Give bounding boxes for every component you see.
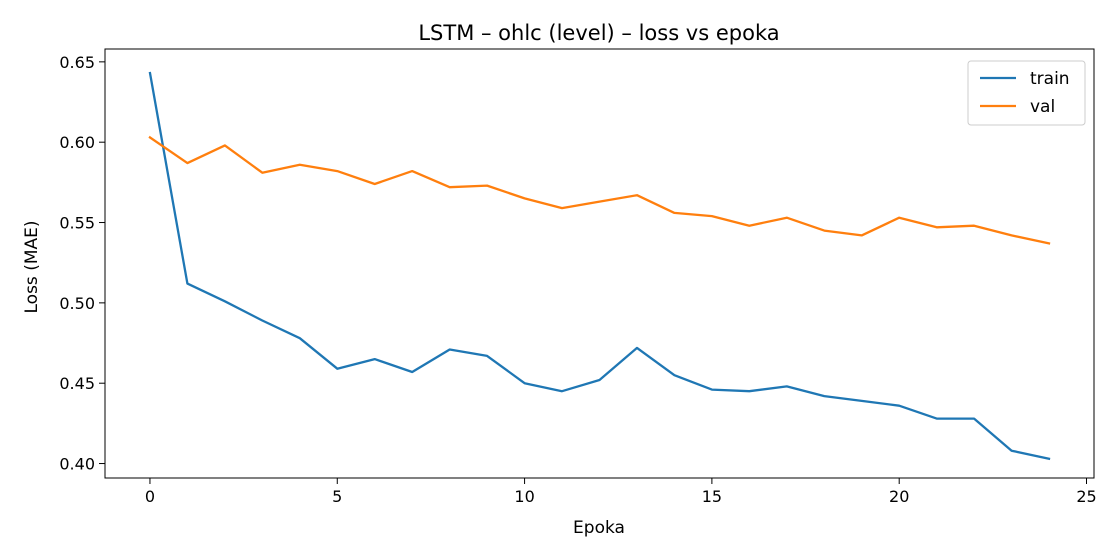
- legend: train val: [967, 60, 1086, 126]
- plot-area: 0 5 10 15 20 25 0.40 0.45 0.50 0.55 0.60 0.65: [59, 48, 1097, 506]
- series-line-0: [148, 71, 1051, 461]
- x-tick-label-0: 0: [145, 487, 155, 506]
- x-axis-label: Epoka: [573, 518, 625, 538]
- y-tick-label-3: 0.55: [59, 214, 95, 233]
- y-tick-label-0: 0.40: [59, 455, 95, 474]
- y-axis-label: Loss (MAE): [22, 221, 42, 314]
- legend-label-0: train: [1030, 69, 1070, 89]
- legend-label-1: val: [1030, 97, 1055, 117]
- y-tick-label-2: 0.50: [59, 294, 95, 313]
- chart-title: LSTM – ohlc (level) – loss vs epoka: [418, 21, 779, 45]
- series-line-1: [148, 135, 1051, 245]
- x-tick-label-4: 20: [889, 487, 909, 506]
- y-tick-label-4: 0.60: [59, 133, 95, 152]
- y-tick-label-1: 0.45: [59, 374, 95, 393]
- x-tick-label-1: 5: [332, 487, 342, 506]
- x-tick-label-5: 25: [1076, 487, 1096, 506]
- y-tick-label-5: 0.65: [59, 53, 95, 72]
- x-tick-label-2: 10: [514, 487, 534, 506]
- plot-frame: [104, 48, 1095, 479]
- x-tick-label-3: 15: [702, 487, 722, 506]
